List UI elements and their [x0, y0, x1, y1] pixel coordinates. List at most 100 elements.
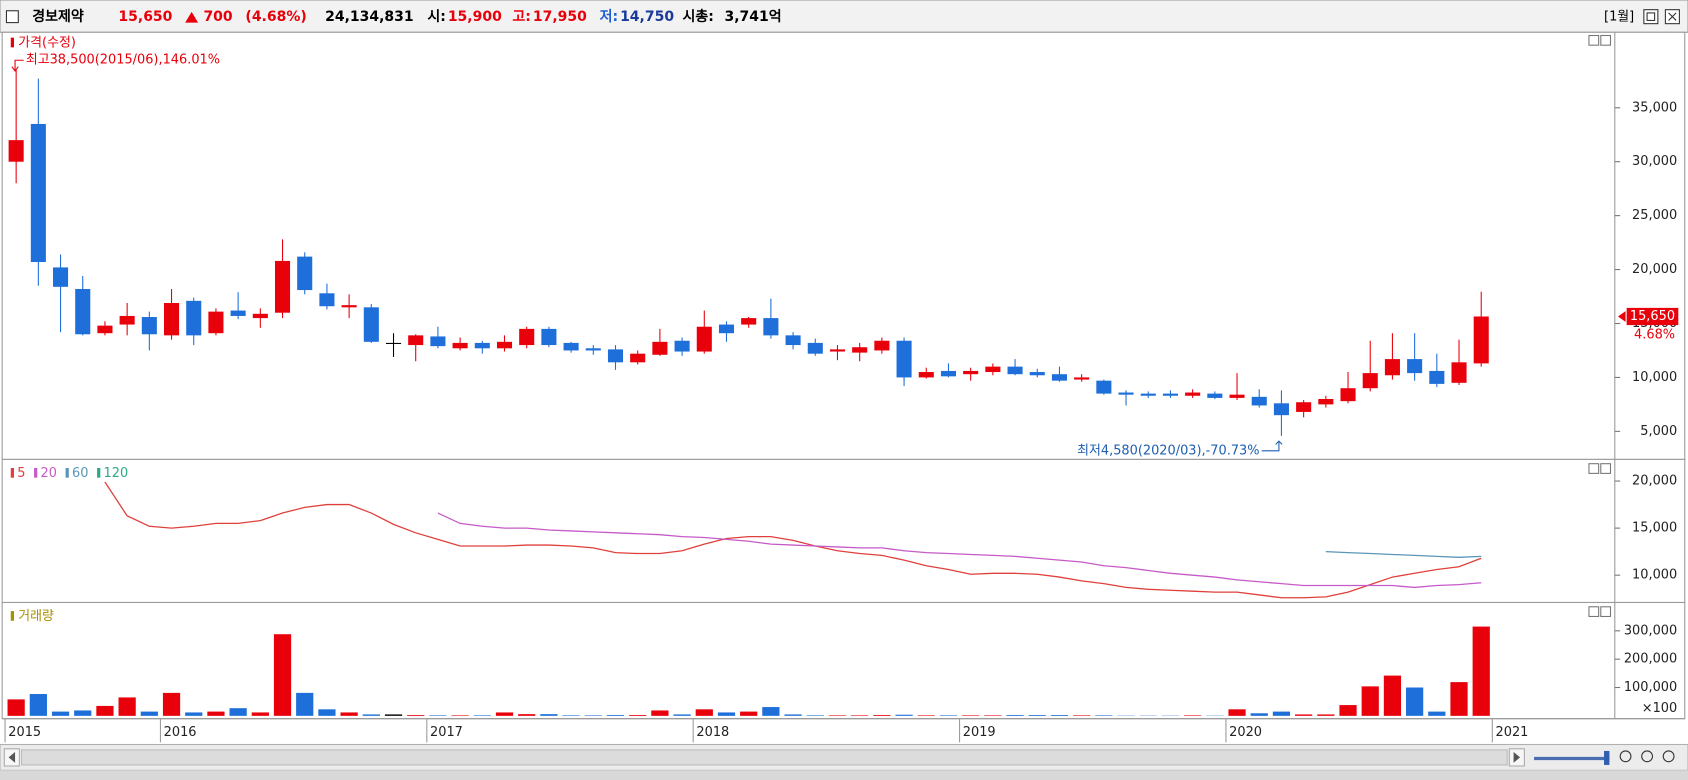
- candle-body: [718, 324, 735, 334]
- volume-bar: [318, 709, 336, 716]
- volume-unit: ×100: [1642, 701, 1677, 716]
- panel-button[interactable]: [1600, 34, 1612, 46]
- y-tick-label: 20,000: [1632, 474, 1677, 489]
- candle-body: [940, 370, 957, 377]
- candle-body: [53, 267, 69, 287]
- candle-body: [985, 366, 1001, 373]
- panel-button[interactable]: [1588, 34, 1600, 46]
- high-annotation: 최고38,500(2015/06),146.01%: [26, 53, 220, 68]
- candle-body: [363, 307, 379, 342]
- candle-body: [141, 317, 157, 335]
- candle-body: [385, 342, 402, 344]
- volume-bar: [118, 697, 136, 716]
- y-tick-label: 30,000: [1632, 154, 1677, 169]
- low-label: 저:: [600, 9, 618, 25]
- change: 700: [203, 9, 232, 25]
- status-strip: [0, 770, 1688, 780]
- maximize-button[interactable]: [1643, 9, 1659, 25]
- panel-button[interactable]: [1600, 463, 1612, 474]
- candle-body: [1407, 359, 1423, 374]
- candle-body: [186, 300, 202, 336]
- volume-bar: [1317, 714, 1335, 716]
- volume-bar: [895, 714, 913, 716]
- candle-body: [1051, 374, 1067, 381]
- candle-body: [452, 342, 468, 349]
- volume-bar: [96, 705, 114, 716]
- checkbox[interactable]: [5, 10, 19, 24]
- volume-bar: [1272, 711, 1291, 716]
- candle-body: [252, 313, 268, 319]
- last-price-pointer: [1618, 311, 1626, 322]
- y-tick-label: 300,000: [1624, 623, 1677, 638]
- candle-body: [963, 370, 979, 375]
- candle-body: [519, 328, 535, 346]
- candle-body: [652, 341, 668, 355]
- candle-body: [75, 288, 91, 335]
- candle-body: [1185, 392, 1201, 396]
- volume-bar: [717, 712, 736, 716]
- candle-body: [585, 348, 601, 351]
- y-tick-label: 200,000: [1624, 652, 1677, 667]
- ma-panel: [1, 458, 1686, 604]
- candle-body: [852, 347, 868, 353]
- candle-body: [408, 335, 424, 346]
- candle-body: [1207, 393, 1223, 398]
- zoom-out[interactable]: [1619, 750, 1632, 763]
- panel-button[interactable]: [1588, 606, 1600, 618]
- candle-body: [1162, 393, 1178, 396]
- panel-button[interactable]: [1600, 606, 1612, 618]
- volume-bar: [1184, 715, 1202, 716]
- candle-body: [430, 336, 446, 347]
- candle-body: [829, 349, 846, 352]
- candle-body: [1007, 366, 1023, 375]
- volume-bar: [473, 715, 491, 716]
- y-tick-label: 10,000: [1632, 370, 1677, 385]
- low-arrow: [1261, 440, 1283, 452]
- candle-body: [1362, 373, 1378, 389]
- candle-body: [1273, 403, 1289, 416]
- panel-buttons: [1588, 34, 1612, 618]
- candle-body: [297, 256, 313, 291]
- volume-bar: [584, 715, 602, 716]
- volume-bar: [606, 714, 625, 716]
- volume-bar: [984, 715, 1002, 716]
- volume-bar: [562, 715, 580, 716]
- period[interactable]: [1월]: [1604, 10, 1634, 25]
- volume-bar: [917, 715, 935, 716]
- candle-body: [1296, 402, 1312, 412]
- stock-name: 경보제약: [32, 8, 84, 25]
- volume-bar: [962, 715, 980, 716]
- volume-bar: [140, 711, 158, 716]
- zoom-in[interactable]: [1641, 750, 1654, 763]
- x-tick-label: 2015: [8, 725, 41, 740]
- last-rate-label: 4.68%: [1634, 327, 1675, 342]
- scroll-thumb[interactable]: [20, 749, 1508, 766]
- volume-panel: [1, 601, 1686, 720]
- panel-button[interactable]: [1588, 463, 1600, 474]
- candle-body: [896, 340, 912, 378]
- legend-swatch: [10, 611, 14, 621]
- volume-bar: [740, 711, 758, 716]
- candle-body: [163, 302, 180, 336]
- zoom-reset[interactable]: [1662, 750, 1675, 763]
- candle-body: [496, 341, 513, 349]
- y-tick-label: 20,000: [1632, 262, 1677, 277]
- volume-bar: [1295, 714, 1313, 716]
- candle-body: [1251, 396, 1267, 406]
- volume-bar: [651, 710, 669, 716]
- volume-bar: [29, 694, 47, 716]
- volume-bar: [629, 714, 647, 716]
- y-tick-label: 35,000: [1632, 100, 1677, 115]
- y-tick-label: 5,000: [1640, 424, 1677, 439]
- candle-body: [1473, 316, 1489, 364]
- low-annotation: 최저4,580(2020/03),-70.73%: [1077, 443, 1259, 458]
- ma-line: [104, 481, 1482, 599]
- zoom-handle[interactable]: [1604, 750, 1610, 765]
- y-tick-label: 100,000: [1624, 680, 1677, 695]
- last-price-label: 15,650: [1630, 309, 1675, 324]
- candle-body: [807, 342, 823, 354]
- legend-label: 20: [41, 466, 57, 481]
- volume-legend: 거래량: [18, 609, 54, 624]
- volume-bar: [828, 715, 847, 716]
